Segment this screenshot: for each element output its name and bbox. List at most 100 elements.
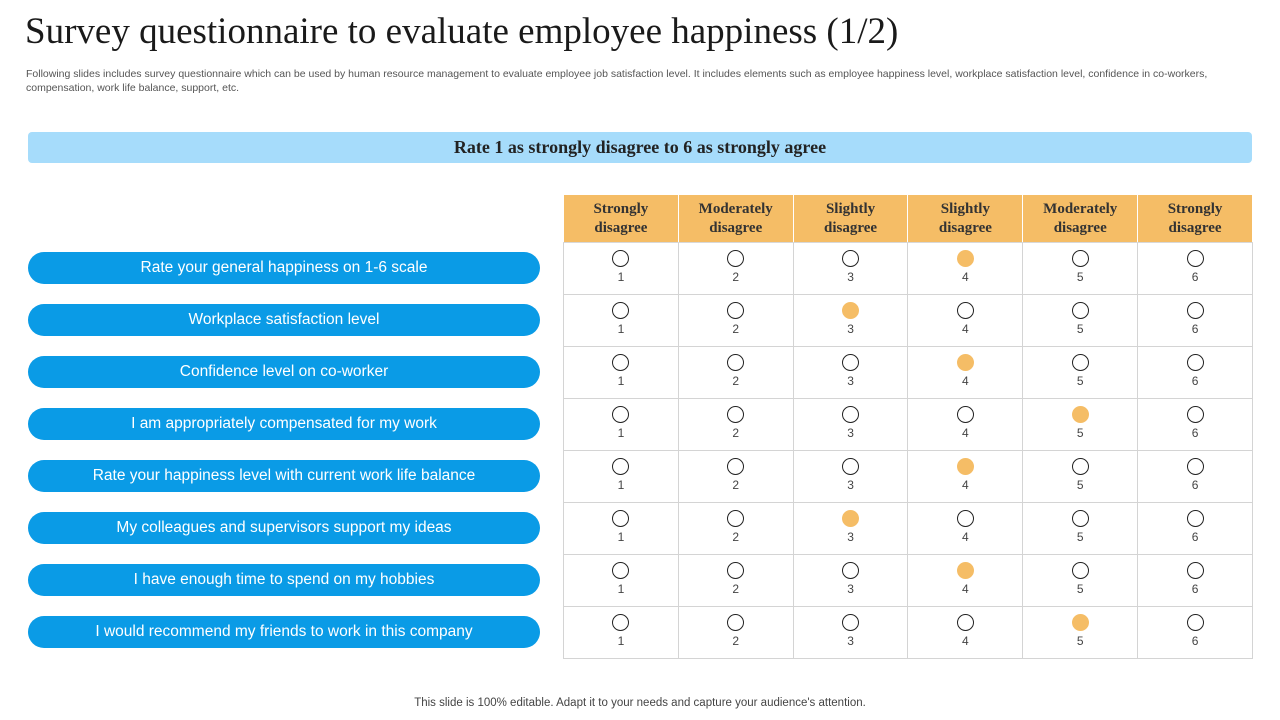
rating-radio[interactable] [842,562,860,579]
rating-radio[interactable] [956,406,974,423]
rating-radio[interactable] [1071,562,1089,579]
rating-radio[interactable] [1186,458,1204,475]
rating-column-header: Slightly disagree [907,194,1024,243]
rating-radio[interactable] [727,302,745,319]
rating-radio[interactable] [1186,406,1204,423]
rating-value-label: 5 [1076,374,1084,388]
rating-radio[interactable] [1186,250,1204,267]
rating-value-label: 6 [1191,582,1199,596]
rating-value-label: 5 [1076,426,1084,440]
rating-row: 1 2 3 4 5 6 [563,346,1253,399]
rating-radio[interactable] [1186,302,1204,319]
rating-radio[interactable] [842,458,860,475]
rating-value-label: 1 [617,634,625,648]
rating-cell: 2 [677,242,794,295]
rating-radio[interactable] [1186,562,1204,579]
rating-radio[interactable] [842,250,860,267]
rating-radio[interactable] [842,406,860,423]
rating-row: 1 2 3 4 5 6 [563,294,1253,347]
rating-value-label: 5 [1076,478,1084,492]
rating-radio-selected[interactable] [1071,614,1089,631]
rating-cell: 4 [907,606,1024,659]
rating-cell: 5 [1022,294,1139,347]
rating-radio-selected[interactable] [956,562,974,579]
rating-value-label: 3 [847,582,854,596]
rating-cell: 6 [1137,346,1253,399]
rating-radio[interactable] [1071,250,1089,267]
rating-value-label: 1 [617,582,625,596]
rating-cell: 6 [1137,502,1253,555]
rating-cell: 5 [1022,606,1139,659]
rating-radio-selected[interactable] [842,302,860,319]
rating-radio[interactable] [1071,302,1089,319]
question-pill: Rate your general happiness on 1-6 scale [28,252,540,284]
question-pill: I would recommend my friends to work in … [28,616,540,648]
rating-radio-selected[interactable] [956,250,974,267]
rating-value-label: 1 [617,478,625,492]
rating-value-label: 1 [617,322,625,336]
rating-radio[interactable] [727,406,745,423]
rating-radio[interactable] [727,614,745,631]
rating-radio[interactable] [727,562,745,579]
rating-cell: 5 [1022,398,1139,451]
rating-radio[interactable] [842,354,860,371]
rating-cell: 4 [907,242,1024,295]
rating-radio[interactable] [1186,510,1204,527]
rating-radio[interactable] [612,562,630,579]
rating-cell: 5 [1022,242,1139,295]
rating-radio-selected[interactable] [1071,406,1089,423]
rating-radio[interactable] [727,458,745,475]
rating-value-label: 2 [732,270,740,284]
question-pill: I am appropriately compensated for my wo… [28,408,540,440]
rating-value-label: 2 [732,322,740,336]
rating-radio[interactable] [612,302,630,319]
rating-value-label: 6 [1191,374,1199,388]
rating-radio[interactable] [1071,354,1089,371]
rating-cell: 5 [1022,502,1139,555]
rating-radio[interactable] [1071,458,1089,475]
rating-value-label: 6 [1191,270,1199,284]
rating-value-label: 5 [1076,270,1084,284]
rating-radio[interactable] [956,614,974,631]
rating-grid: Strongly disagree Moderately disagree Slig… [563,194,1253,659]
rating-radio[interactable] [612,510,630,527]
rating-cell: 3 [792,554,909,607]
rating-value-label: 6 [1191,634,1199,648]
rating-cell: 2 [677,294,794,347]
rating-radio[interactable] [956,510,974,527]
rating-radio[interactable] [727,510,745,527]
rating-radio[interactable] [612,250,630,267]
rating-cell: 2 [677,502,794,555]
rating-radio-selected[interactable] [956,458,974,475]
rating-value-label: 1 [617,270,625,284]
rating-radio[interactable] [727,250,745,267]
rating-cell: 2 [677,398,794,451]
rating-radio-selected[interactable] [956,354,974,371]
rating-value-label: 4 [962,530,969,544]
rating-radio[interactable] [1186,614,1204,631]
rating-value-label: 5 [1076,634,1084,648]
rating-value-label: 3 [847,374,854,388]
rating-radio[interactable] [727,354,745,371]
rating-radio[interactable] [1071,510,1089,527]
rating-radio-selected[interactable] [842,510,860,527]
rating-radio[interactable] [612,406,630,423]
rating-radio[interactable] [612,614,630,631]
question-pill: My colleagues and supervisors support my… [28,512,540,544]
rating-column-header: Strongly disagree [563,194,679,243]
rating-radio[interactable] [842,614,860,631]
rating-column-header: Moderately disagree [1022,194,1139,243]
rating-value-label: 4 [962,270,969,284]
rating-cell: 2 [677,554,794,607]
rating-value-label: 3 [847,478,854,492]
rating-radio[interactable] [1186,354,1204,371]
rating-cell: 5 [1022,346,1139,399]
rating-radio[interactable] [612,354,630,371]
rating-cell: 4 [907,398,1024,451]
rating-value-label: 4 [962,478,969,492]
rating-radio[interactable] [612,458,630,475]
rating-value-label: 3 [847,634,854,648]
rating-grid-body: 1 2 3 4 5 6 1 2 3 4 5 6 1 2 3 4 5 6 1 2 3 4 5 6 1 2 3 4 5 6 1 2 3 4 5 6 1 2 3 4… [563,242,1253,659]
rating-radio[interactable] [956,302,974,319]
rating-value-label: 2 [732,426,740,440]
